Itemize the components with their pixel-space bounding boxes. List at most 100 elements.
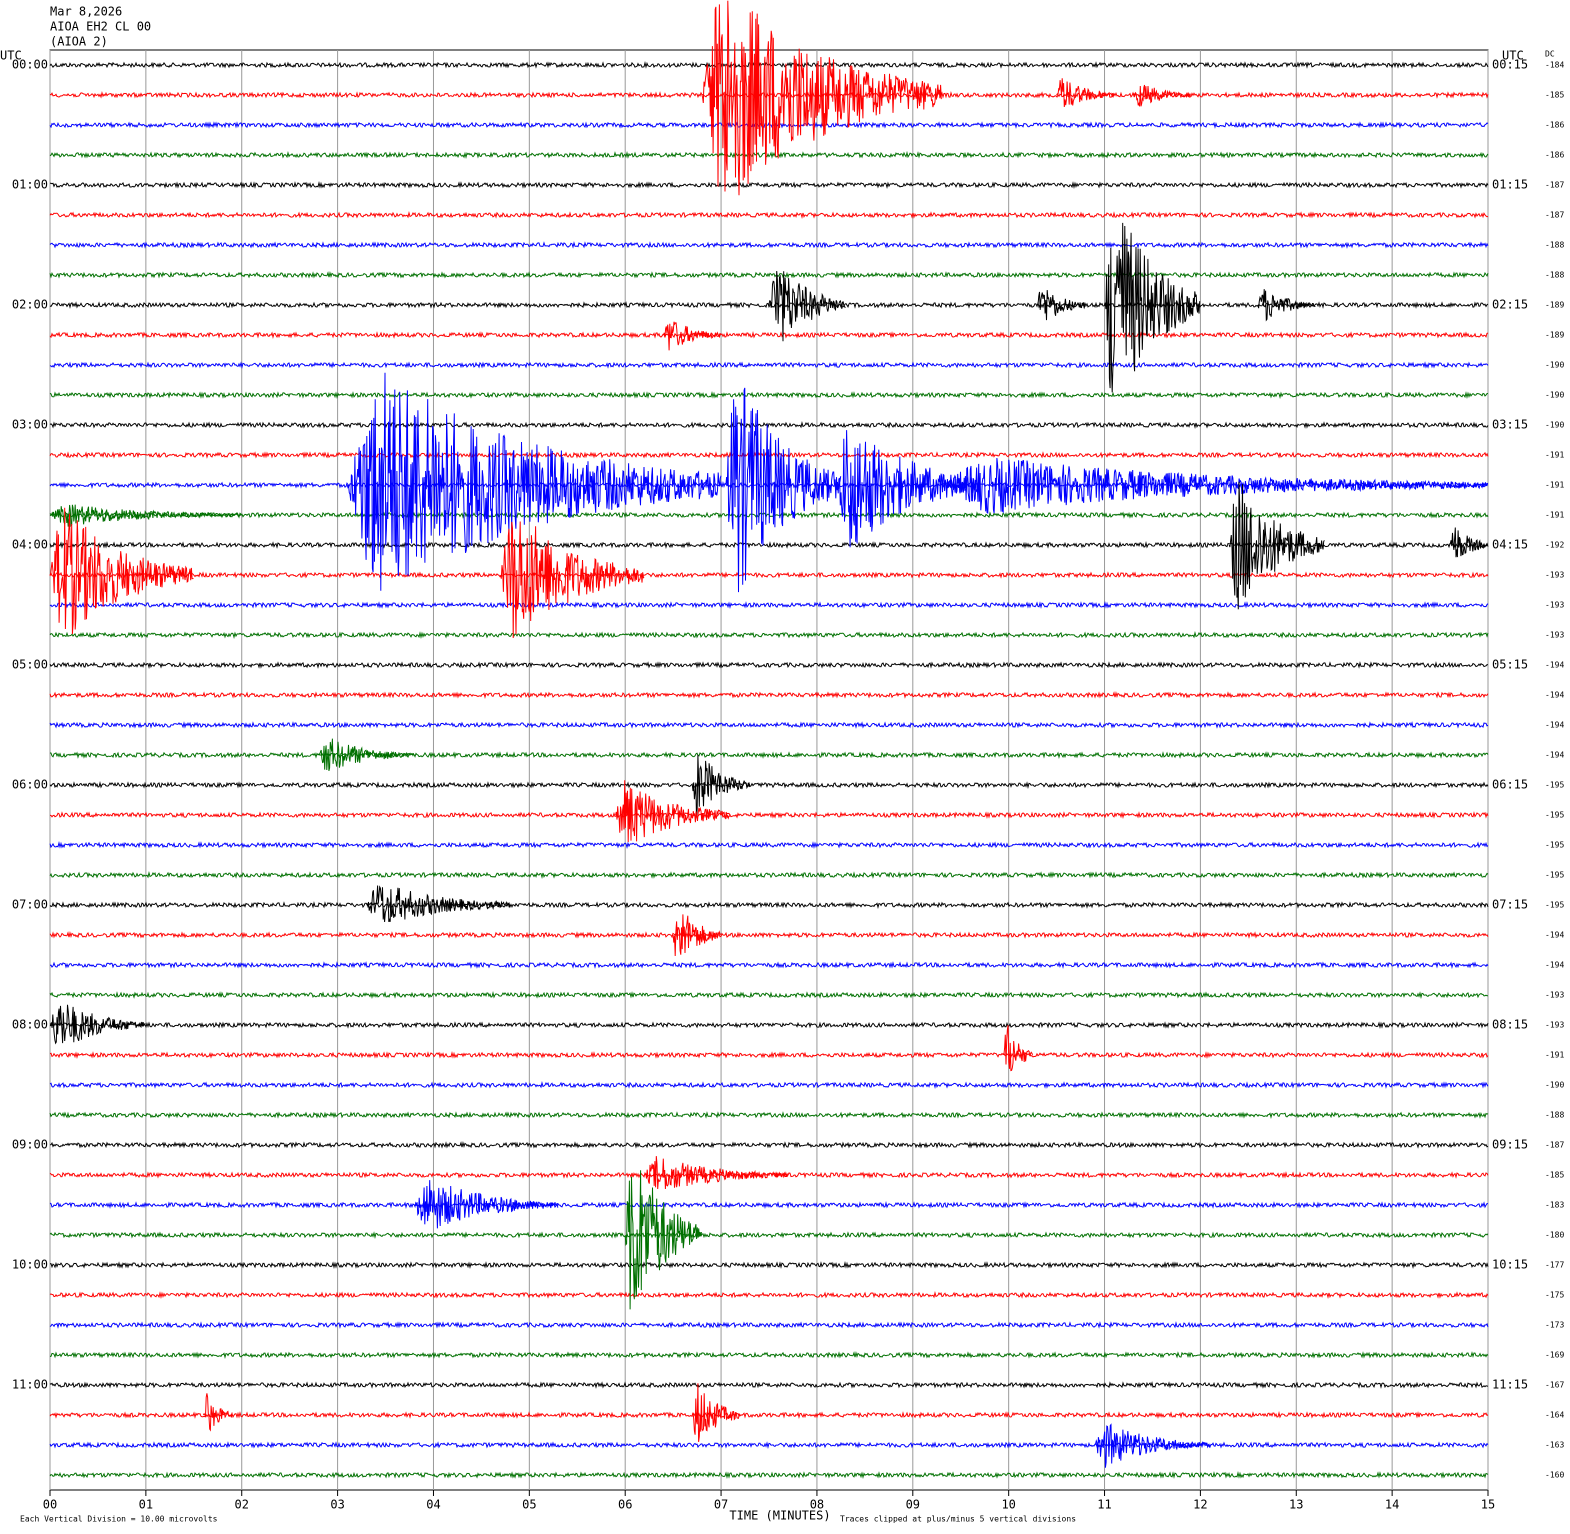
seismic-event — [1036, 290, 1086, 321]
dc-value: -193 — [1545, 571, 1564, 580]
trace — [49, 841, 1489, 849]
left-time-label: 03:00 — [12, 418, 48, 432]
trace — [49, 1381, 1489, 1389]
dc-value: -188 — [1545, 271, 1564, 280]
right-time-label: 07:15 — [1492, 898, 1528, 912]
trace — [49, 1080, 1489, 1090]
right-time-label: 05:15 — [1492, 658, 1528, 672]
trace — [49, 150, 1489, 160]
dc-value: -193 — [1545, 1021, 1564, 1030]
seismic-event — [615, 780, 731, 843]
seismic-event — [1228, 481, 1325, 610]
trace — [49, 901, 1489, 909]
dc-value: -187 — [1545, 181, 1564, 190]
dc-value: -194 — [1545, 931, 1564, 940]
seismic-event — [644, 1156, 788, 1190]
dc-value: -191 — [1545, 451, 1564, 460]
right-time-label: 10:15 — [1492, 1258, 1528, 1272]
trace — [49, 1051, 1489, 1060]
x-tick-label: 08 — [810, 1498, 824, 1512]
trace — [49, 210, 1489, 220]
trace — [49, 781, 1489, 789]
dc-value: -192 — [1545, 541, 1564, 550]
dc-value: -164 — [1545, 1411, 1564, 1420]
x-tick-label: 02 — [235, 1498, 249, 1512]
seismic-event — [691, 754, 751, 818]
seismic-event — [1056, 78, 1115, 108]
dc-value: -184 — [1545, 61, 1564, 70]
trace — [49, 420, 1489, 430]
trace — [49, 721, 1489, 729]
trace — [49, 1201, 1488, 1210]
dc-value: -191 — [1545, 511, 1564, 520]
seismic-event — [691, 1383, 741, 1442]
x-axis-label: TIME (MINUTES) — [729, 1509, 830, 1523]
x-tick-label: 10 — [1001, 1498, 1015, 1512]
dc-value: -183 — [1545, 1201, 1564, 1210]
seismic-event — [725, 387, 842, 593]
seismic-event — [1132, 84, 1192, 107]
left-axis-label: UTC — [0, 49, 22, 63]
x-tick-label: 01 — [139, 1498, 153, 1512]
right-time-label: 09:15 — [1492, 1138, 1528, 1152]
trace — [49, 1411, 1489, 1420]
trace — [49, 870, 1489, 880]
trace — [49, 361, 1489, 369]
dc-value: -190 — [1545, 1081, 1564, 1090]
title-line: AIOA EH2 CL 00 — [50, 20, 151, 34]
dc-value: -189 — [1545, 331, 1564, 340]
seismic-event — [663, 321, 721, 351]
trace — [49, 391, 1489, 400]
x-tick-label: 09 — [906, 1498, 920, 1512]
title-line: (AIOA 2) — [50, 35, 108, 49]
dc-value: -190 — [1545, 421, 1564, 430]
trace — [49, 121, 1489, 129]
left-time-label: 02:00 — [12, 298, 48, 312]
dc-value: -187 — [1545, 211, 1564, 220]
dc-value: -195 — [1545, 871, 1564, 880]
seismic-event — [202, 1393, 233, 1432]
x-tick-label: 13 — [1289, 1498, 1303, 1512]
left-time-label: 10:00 — [12, 1258, 48, 1272]
dc-value: -193 — [1545, 631, 1564, 640]
seismic-event — [1104, 222, 1201, 393]
footer-left: Each Vertical Division = 10.00 microvolt… — [20, 1515, 218, 1524]
dc-label: DC — [1545, 50, 1555, 59]
trace — [49, 1321, 1489, 1329]
seismic-event — [1449, 527, 1488, 558]
left-time-label: 09:00 — [12, 1138, 48, 1152]
dc-value: -191 — [1545, 481, 1564, 490]
trace — [49, 1021, 1489, 1029]
dc-value: -194 — [1545, 661, 1564, 670]
dc-value: -188 — [1545, 1111, 1564, 1120]
left-time-label: 05:00 — [12, 658, 48, 672]
seismic-event — [624, 1170, 702, 1310]
trace — [49, 1140, 1489, 1149]
trace — [49, 991, 1488, 999]
trace — [49, 661, 1489, 670]
trace — [49, 690, 1489, 699]
seismic-event — [346, 372, 722, 591]
trace — [49, 301, 1489, 309]
dc-value: -193 — [1545, 601, 1564, 610]
seismic-event — [49, 1004, 146, 1045]
trace — [49, 930, 1489, 939]
x-tick-label: 05 — [522, 1498, 536, 1512]
trace — [49, 1261, 1489, 1270]
left-time-label: 07:00 — [12, 898, 48, 912]
dc-value: -190 — [1545, 391, 1564, 400]
title-line: Mar 8,2026 — [50, 5, 122, 19]
left-time-label: 11:00 — [12, 1378, 48, 1392]
dc-value: -194 — [1545, 751, 1564, 760]
x-tick-label: 00 — [43, 1498, 57, 1512]
dc-value: -191 — [1545, 1051, 1564, 1060]
seismic-event — [701, 0, 942, 196]
seismic-event — [366, 885, 511, 923]
trace — [49, 630, 1489, 639]
right-time-label: 06:15 — [1492, 778, 1528, 792]
seismic-event — [1003, 1025, 1034, 1072]
dc-value: -194 — [1545, 691, 1564, 700]
dc-value: -186 — [1545, 151, 1564, 160]
